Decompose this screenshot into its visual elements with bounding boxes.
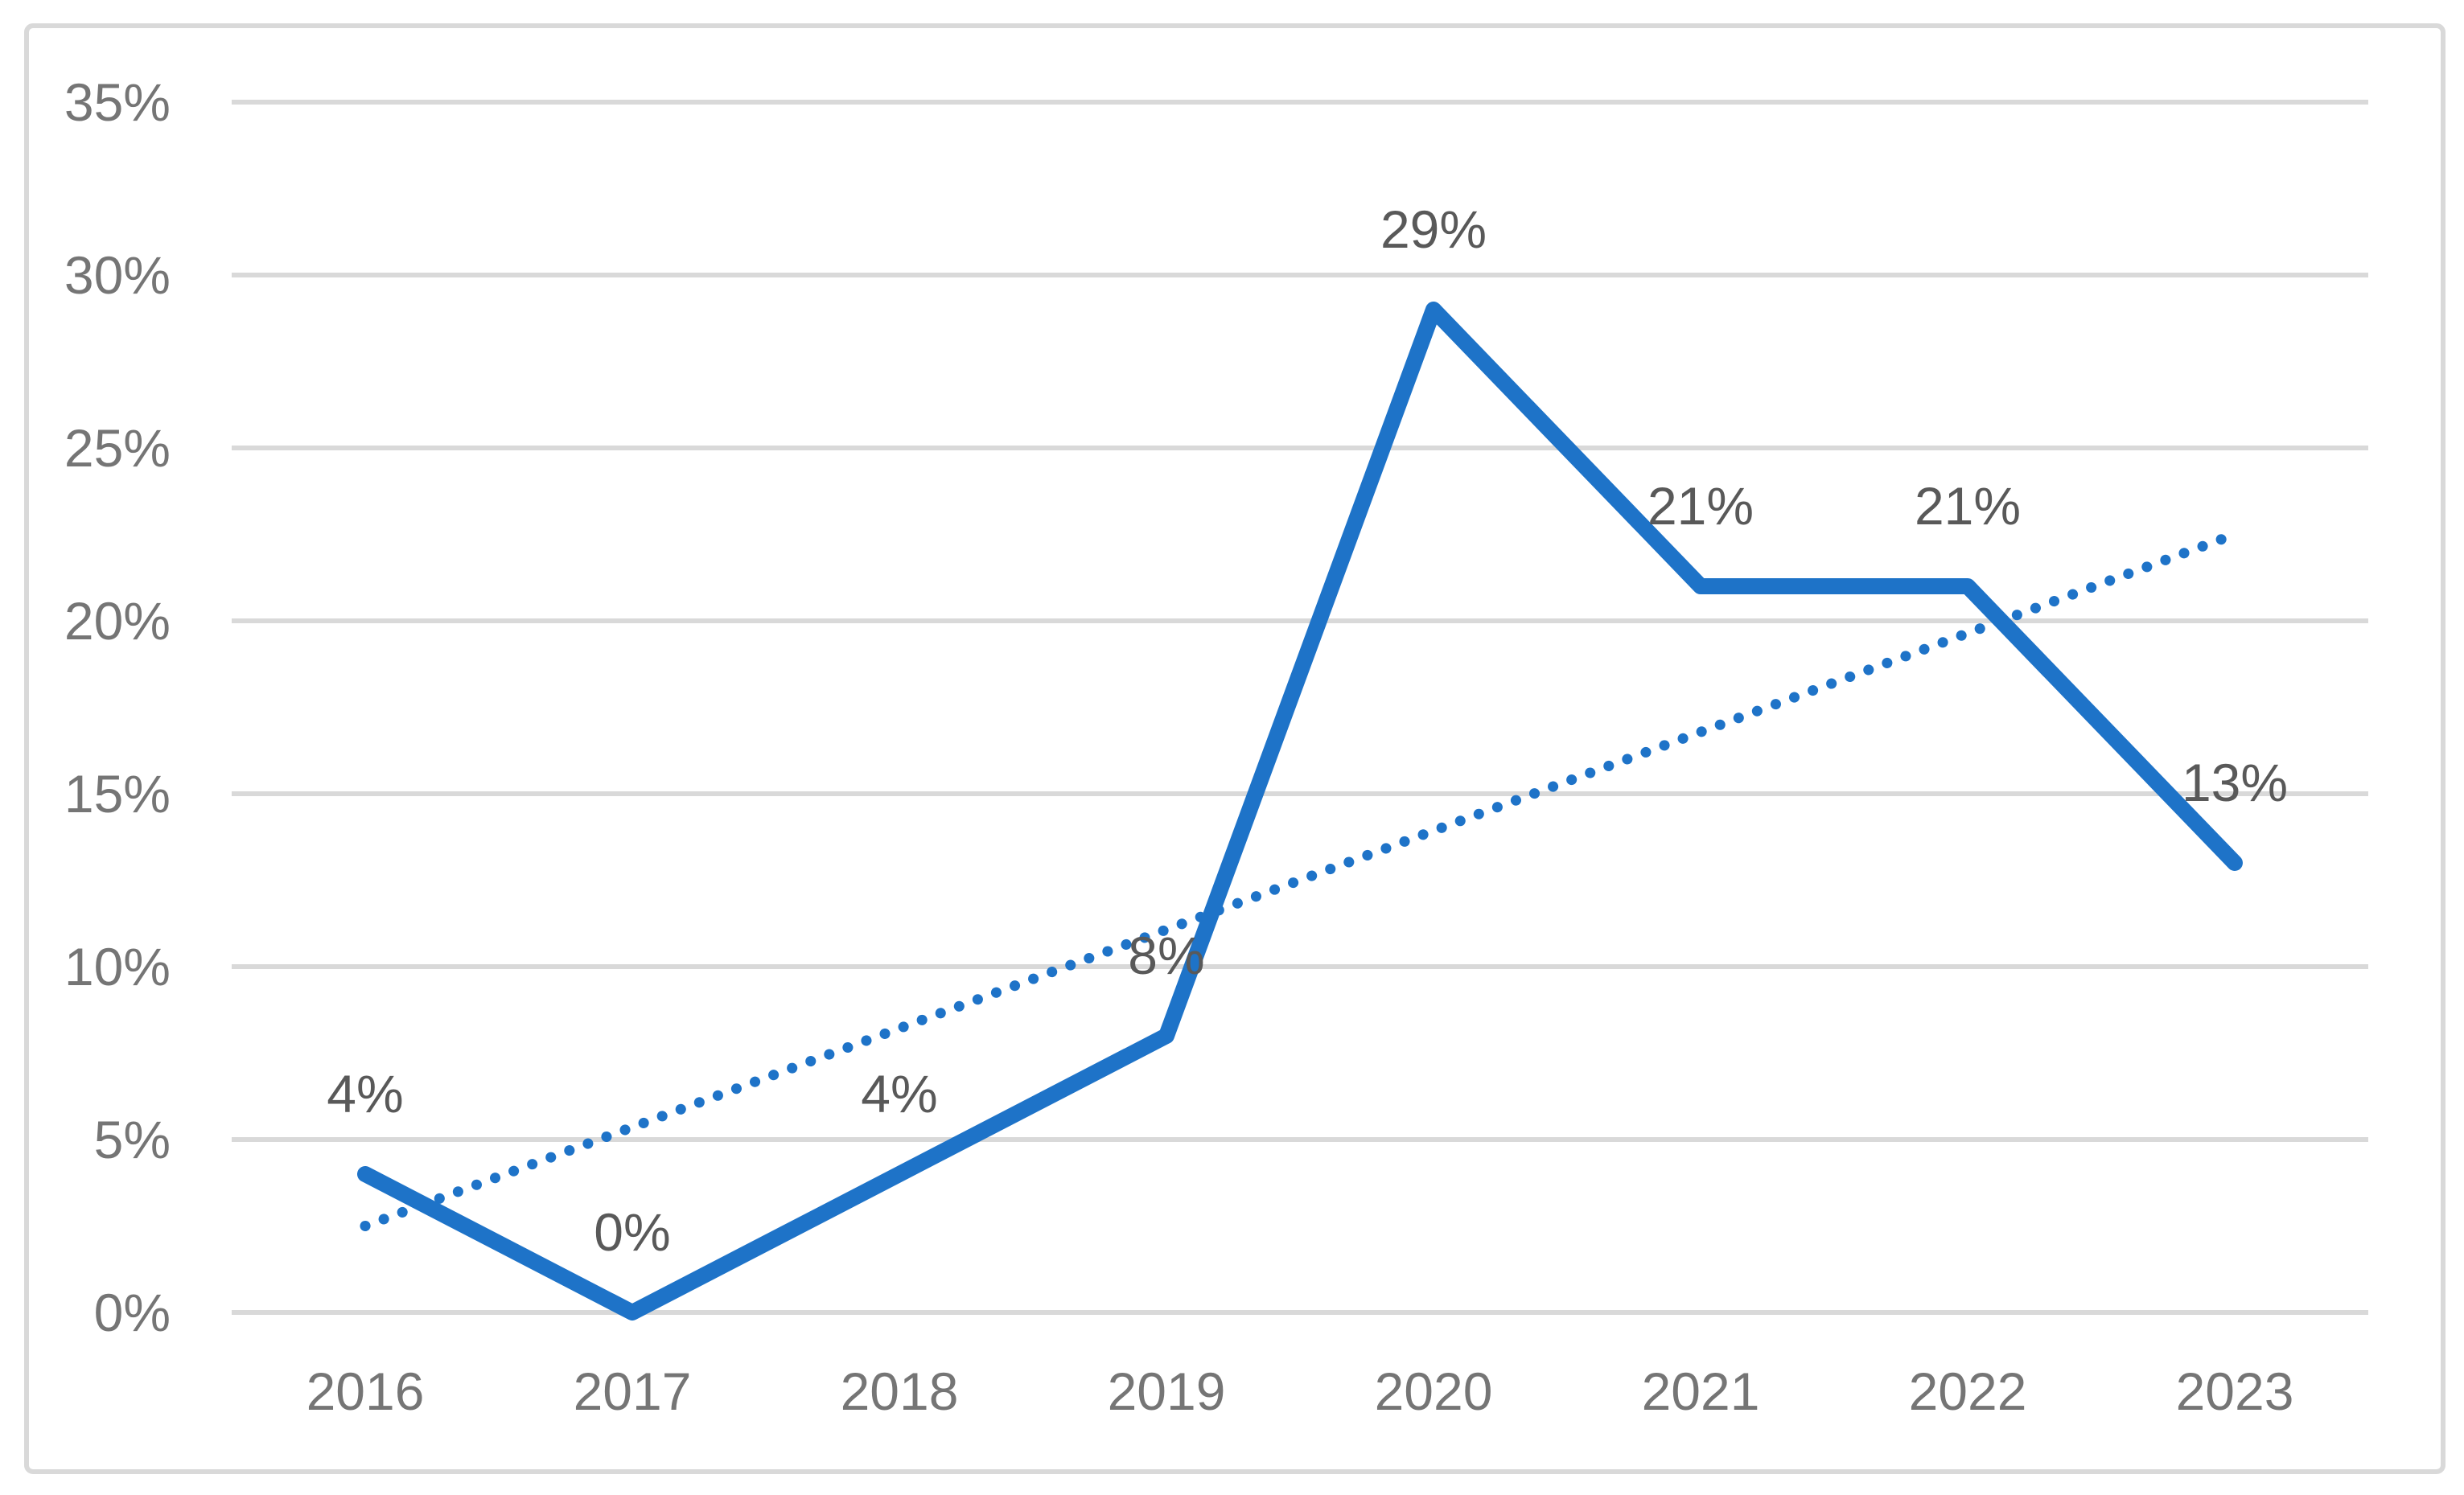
y-tick-label: 5% xyxy=(94,1110,171,1169)
y-tick-label: 25% xyxy=(64,418,171,478)
x-tick-label: 2021 xyxy=(1642,1362,1760,1421)
y-tick-label: 0% xyxy=(94,1283,171,1342)
data-label: 4% xyxy=(327,1064,403,1123)
x-axis-labels-group: 2016 2017 2018 2019 2020 2021 2022 2023 xyxy=(306,1362,2294,1421)
x-tick-label: 2016 xyxy=(306,1362,425,1421)
data-label: 29% xyxy=(1380,199,1487,259)
data-label: 8% xyxy=(1128,926,1204,985)
trendline-dotted xyxy=(360,529,2240,1231)
y-tick-label: 20% xyxy=(64,591,171,651)
y-tick-label: 15% xyxy=(64,764,171,823)
x-tick-label: 2022 xyxy=(1909,1362,2027,1421)
data-label: 4% xyxy=(861,1064,937,1123)
series-line xyxy=(357,302,2243,1320)
data-label: 21% xyxy=(1915,476,2021,536)
data-label: 21% xyxy=(1647,476,1754,536)
y-tick-label: 10% xyxy=(64,937,171,996)
data-label: 13% xyxy=(2182,753,2288,812)
x-tick-label: 2023 xyxy=(2176,1362,2294,1421)
x-tick-label: 2017 xyxy=(574,1362,692,1421)
y-tick-label: 35% xyxy=(64,72,171,132)
chart-frame-border xyxy=(24,23,2445,1474)
y-axis-labels-group: 0% 5% 10% 15% 20% 25% 30% 35% xyxy=(64,72,171,1342)
x-tick-label: 2018 xyxy=(841,1362,959,1421)
y-tick-label: 30% xyxy=(64,245,171,305)
x-tick-label: 2020 xyxy=(1375,1362,1493,1421)
data-label: 0% xyxy=(594,1202,670,1262)
data-labels-group: 4% 0% 4% 8% 29% 21% 21% 13% xyxy=(327,199,2288,1262)
gridlines-group xyxy=(232,100,2368,1315)
x-tick-label: 2019 xyxy=(1108,1362,1226,1421)
